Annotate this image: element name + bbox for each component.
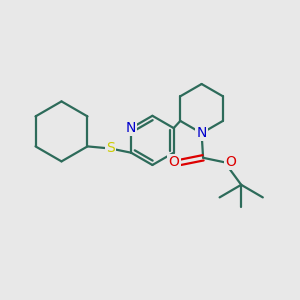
Text: O: O xyxy=(169,155,179,169)
Text: O: O xyxy=(225,155,236,169)
Text: N: N xyxy=(126,121,136,135)
Text: N: N xyxy=(196,126,207,140)
Text: S: S xyxy=(106,142,115,155)
